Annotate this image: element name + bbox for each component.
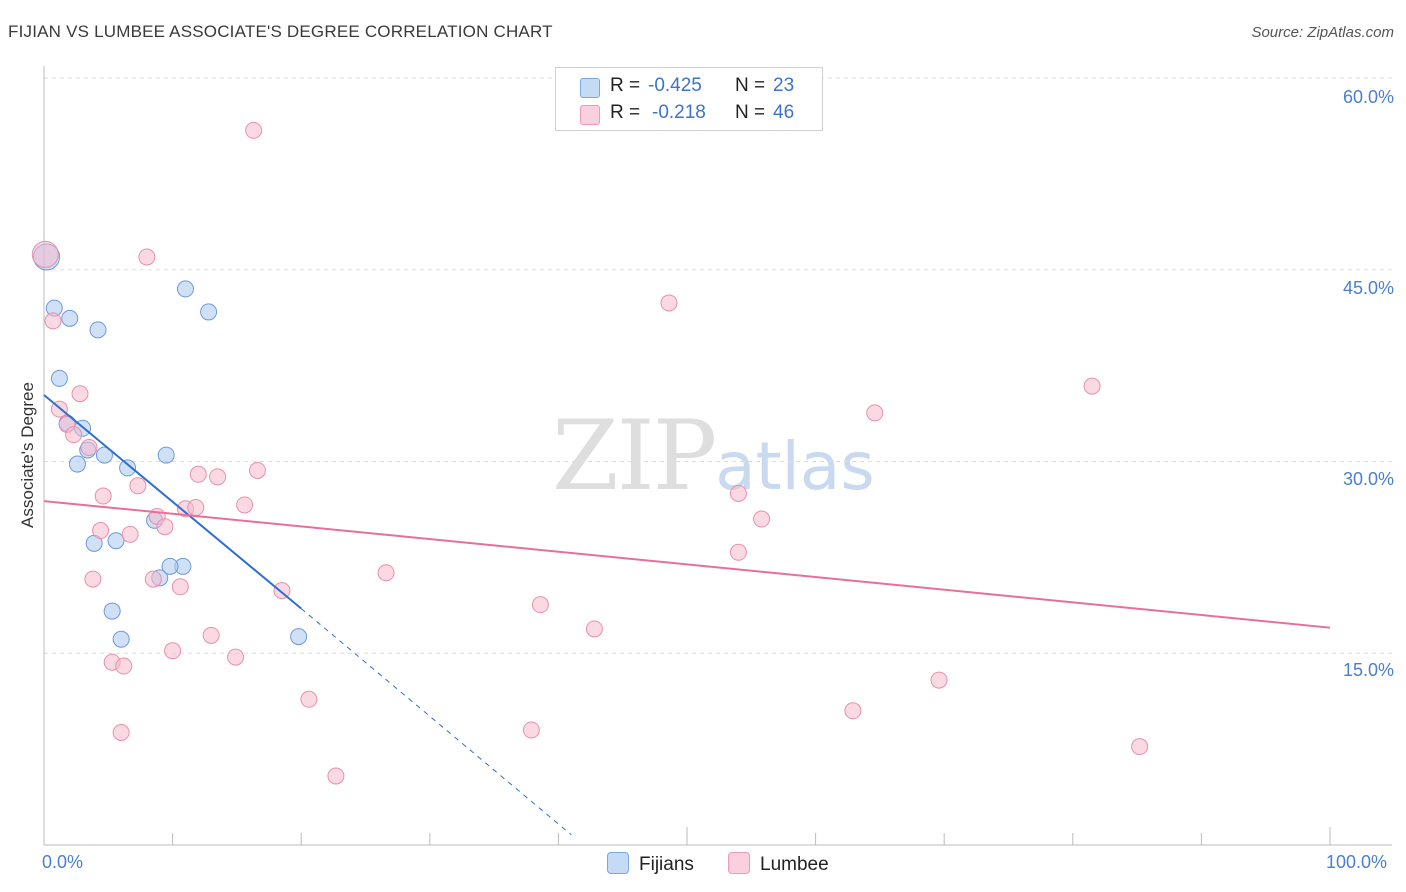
lumbee-point	[31, 240, 59, 268]
x-tick-label-max: 100.0%	[1326, 852, 1388, 872]
fijians-point	[50, 369, 68, 387]
fijians-point	[161, 557, 179, 575]
lumbee-point	[202, 626, 220, 644]
fijians-point	[103, 602, 121, 620]
legend-fijians: Fijians	[607, 852, 694, 876]
lumbee-point	[44, 312, 62, 330]
legend-fijians-label: Fijians	[639, 854, 694, 875]
fijians-point	[176, 280, 194, 298]
lumbee-point	[164, 642, 182, 660]
fijians-n-value: 23	[773, 75, 795, 96]
fijians-n-label: N =	[735, 75, 766, 96]
lumbee-point	[248, 461, 266, 479]
lumbee-point	[753, 510, 771, 528]
lumbee-point	[227, 648, 245, 666]
fijians-point	[68, 455, 86, 473]
fijians-point	[119, 459, 137, 477]
lumbee-point	[189, 465, 207, 483]
lumbee-point	[115, 657, 133, 675]
stats-legend: R = -0.425 N = 23 R = -0.218 N = 46	[555, 67, 823, 131]
lumbee-r-label: R =	[610, 102, 641, 123]
lumbee-point	[84, 570, 102, 588]
fijians-point	[112, 630, 130, 648]
x-tick-label-min: 0.0%	[42, 852, 84, 872]
lumbee-n-label: N =	[735, 102, 766, 123]
source-label: Source: ZipAtlas.com	[1251, 24, 1394, 41]
lumbee-point	[245, 121, 263, 139]
lumbee-point	[80, 438, 98, 456]
lumbee-point	[65, 426, 83, 444]
lumbee-point	[844, 702, 862, 720]
y-tick-label-45: 45.0%	[1342, 278, 1394, 298]
lumbee-point	[236, 496, 254, 514]
lumbee-point	[71, 385, 89, 403]
legend-lumbee: Lumbee	[728, 852, 829, 876]
lumbee-point	[660, 294, 678, 312]
watermark-zip: ZIP	[552, 400, 717, 512]
lumbee-swatch	[580, 105, 600, 125]
lumbee-point	[209, 468, 227, 486]
lumbee-point	[144, 570, 162, 588]
lumbee-point	[92, 522, 110, 540]
legend-lumbee-label: Lumbee	[760, 854, 829, 875]
lumbee-point	[171, 578, 189, 596]
lumbee-point	[866, 404, 884, 422]
fijians-trend-line	[43, 394, 302, 610]
lumbee-point	[930, 671, 948, 689]
lumbee-point	[729, 484, 747, 502]
lumbee-point	[377, 564, 395, 582]
lumbee-point	[531, 596, 549, 614]
fijians-point	[200, 303, 218, 321]
lumbee-point	[1131, 738, 1149, 756]
watermark: ZIPatlas	[552, 400, 875, 512]
lumbee-trend-line	[43, 500, 1331, 629]
lumbee-point	[94, 487, 112, 505]
lumbee-point	[121, 525, 139, 543]
lumbee-point	[156, 518, 174, 536]
lumbee-r-value: -0.218	[652, 102, 706, 123]
lumbee-point	[585, 620, 603, 638]
lumbee-point	[300, 690, 318, 708]
fijians-point	[89, 321, 107, 339]
y-axis-label: Associate's Degree	[18, 382, 37, 528]
legend-fijians-swatch	[607, 852, 629, 874]
y-tick-label-30: 30.0%	[1342, 469, 1394, 489]
chart-title: FIJIAN VS LUMBEE ASSOCIATE'S DEGREE CORR…	[8, 22, 553, 41]
fijians-point	[107, 532, 125, 550]
lumbee-point	[129, 477, 147, 495]
lumbee-point	[522, 721, 540, 739]
fijians-swatch	[580, 78, 600, 98]
lumbee-point	[327, 767, 345, 785]
fijians-trend-extension	[300, 608, 572, 836]
y-tick-label-60: 60.0%	[1342, 87, 1394, 107]
y-tick-label-15: 15.0%	[1342, 660, 1394, 680]
lumbee-point	[187, 499, 205, 517]
fijians-r-label: R =	[610, 75, 641, 96]
fijians-r-value: -0.425	[648, 75, 702, 96]
lumbee-point	[138, 248, 156, 266]
lumbee-n-value: 46	[773, 102, 795, 123]
fijians-point	[61, 309, 79, 327]
fijians-point	[290, 628, 308, 646]
legend-lumbee-swatch	[728, 852, 750, 874]
lumbee-point	[1083, 377, 1101, 395]
lumbee-point	[112, 724, 130, 742]
fijians-point	[157, 446, 175, 464]
fijians-point	[95, 446, 113, 464]
lumbee-point	[729, 543, 747, 561]
